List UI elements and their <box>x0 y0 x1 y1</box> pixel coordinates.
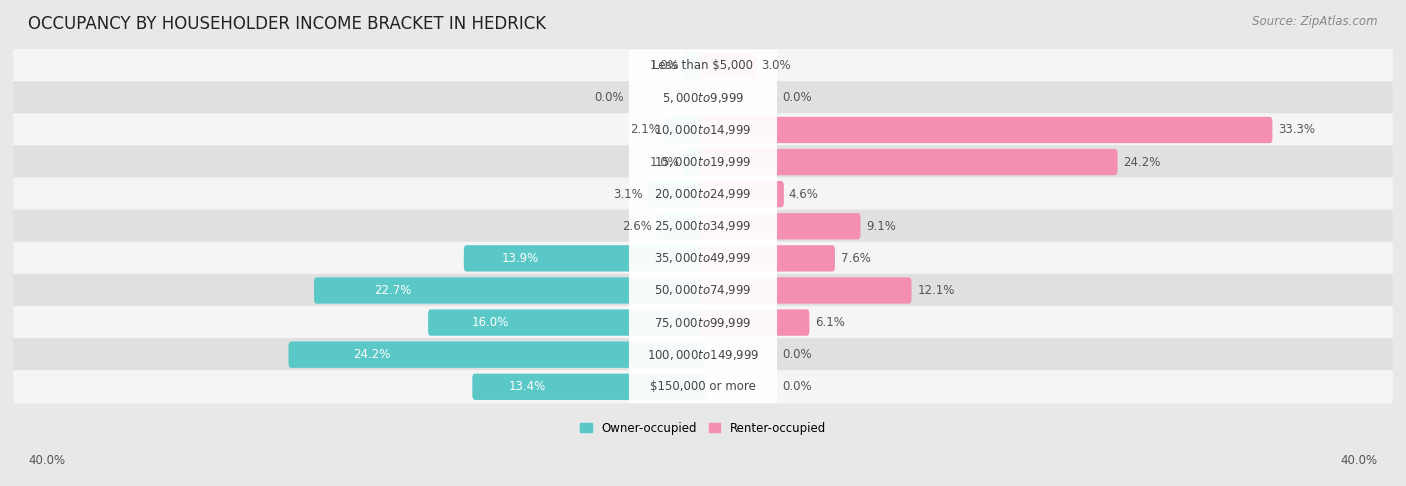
FancyBboxPatch shape <box>628 273 778 308</box>
FancyBboxPatch shape <box>683 52 706 79</box>
Text: 9.1%: 9.1% <box>866 220 896 233</box>
FancyBboxPatch shape <box>13 113 1393 147</box>
Text: 1.0%: 1.0% <box>650 156 679 169</box>
Text: 13.4%: 13.4% <box>509 380 547 393</box>
Text: 4.6%: 4.6% <box>789 188 818 201</box>
FancyBboxPatch shape <box>665 117 706 143</box>
FancyBboxPatch shape <box>13 306 1393 339</box>
Text: 0.0%: 0.0% <box>782 91 811 104</box>
FancyBboxPatch shape <box>700 181 785 208</box>
Text: $15,000 to $19,999: $15,000 to $19,999 <box>654 155 752 169</box>
FancyBboxPatch shape <box>628 369 778 404</box>
Text: $75,000 to $99,999: $75,000 to $99,999 <box>654 315 752 330</box>
FancyBboxPatch shape <box>683 149 706 175</box>
Text: 2.6%: 2.6% <box>621 220 652 233</box>
FancyBboxPatch shape <box>628 337 778 372</box>
FancyBboxPatch shape <box>628 241 778 276</box>
Text: Source: ZipAtlas.com: Source: ZipAtlas.com <box>1253 15 1378 28</box>
Text: 2.1%: 2.1% <box>630 123 661 137</box>
FancyBboxPatch shape <box>472 374 706 400</box>
FancyBboxPatch shape <box>628 113 778 147</box>
FancyBboxPatch shape <box>13 49 1393 83</box>
Text: $35,000 to $49,999: $35,000 to $49,999 <box>654 251 752 265</box>
FancyBboxPatch shape <box>13 145 1393 179</box>
FancyBboxPatch shape <box>628 49 778 83</box>
FancyBboxPatch shape <box>700 245 835 272</box>
Text: 7.6%: 7.6% <box>841 252 870 265</box>
FancyBboxPatch shape <box>13 209 1393 243</box>
Text: 6.1%: 6.1% <box>815 316 845 329</box>
FancyBboxPatch shape <box>628 209 778 243</box>
FancyBboxPatch shape <box>700 278 911 304</box>
Text: $5,000 to $9,999: $5,000 to $9,999 <box>662 91 744 105</box>
Text: 16.0%: 16.0% <box>471 316 509 329</box>
Text: 0.0%: 0.0% <box>595 91 624 104</box>
FancyBboxPatch shape <box>13 177 1393 211</box>
Text: $100,000 to $149,999: $100,000 to $149,999 <box>647 347 759 362</box>
Text: 3.0%: 3.0% <box>761 59 790 72</box>
Text: $50,000 to $74,999: $50,000 to $74,999 <box>654 283 752 297</box>
FancyBboxPatch shape <box>464 245 706 272</box>
FancyBboxPatch shape <box>657 213 706 240</box>
FancyBboxPatch shape <box>700 149 1118 175</box>
Text: 22.7%: 22.7% <box>374 284 412 297</box>
FancyBboxPatch shape <box>628 145 778 179</box>
Text: 13.9%: 13.9% <box>502 252 538 265</box>
Text: 24.2%: 24.2% <box>353 348 391 361</box>
FancyBboxPatch shape <box>427 310 706 336</box>
FancyBboxPatch shape <box>13 274 1393 307</box>
FancyBboxPatch shape <box>700 310 810 336</box>
FancyBboxPatch shape <box>13 338 1393 371</box>
Text: 24.2%: 24.2% <box>1123 156 1161 169</box>
FancyBboxPatch shape <box>648 181 706 208</box>
FancyBboxPatch shape <box>628 177 778 211</box>
Text: 0.0%: 0.0% <box>782 348 811 361</box>
FancyBboxPatch shape <box>700 117 1272 143</box>
Text: $150,000 or more: $150,000 or more <box>650 380 756 393</box>
FancyBboxPatch shape <box>628 305 778 340</box>
FancyBboxPatch shape <box>700 52 756 79</box>
FancyBboxPatch shape <box>700 213 860 240</box>
Text: 12.1%: 12.1% <box>918 284 955 297</box>
Text: 40.0%: 40.0% <box>1341 453 1378 467</box>
Text: OCCUPANCY BY HOUSEHOLDER INCOME BRACKET IN HEDRICK: OCCUPANCY BY HOUSEHOLDER INCOME BRACKET … <box>28 15 547 33</box>
Text: 0.0%: 0.0% <box>782 380 811 393</box>
Text: Less than $5,000: Less than $5,000 <box>652 59 754 72</box>
Text: $10,000 to $14,999: $10,000 to $14,999 <box>654 123 752 137</box>
FancyBboxPatch shape <box>13 242 1393 275</box>
Legend: Owner-occupied, Renter-occupied: Owner-occupied, Renter-occupied <box>575 417 831 439</box>
Text: $20,000 to $24,999: $20,000 to $24,999 <box>654 187 752 201</box>
Text: 33.3%: 33.3% <box>1278 123 1316 137</box>
Text: $25,000 to $34,999: $25,000 to $34,999 <box>654 219 752 233</box>
Text: 1.0%: 1.0% <box>650 59 679 72</box>
Text: 3.1%: 3.1% <box>613 188 644 201</box>
Text: 40.0%: 40.0% <box>28 453 65 467</box>
FancyBboxPatch shape <box>314 278 706 304</box>
FancyBboxPatch shape <box>13 370 1393 403</box>
FancyBboxPatch shape <box>13 81 1393 115</box>
FancyBboxPatch shape <box>628 81 778 115</box>
FancyBboxPatch shape <box>288 342 706 368</box>
